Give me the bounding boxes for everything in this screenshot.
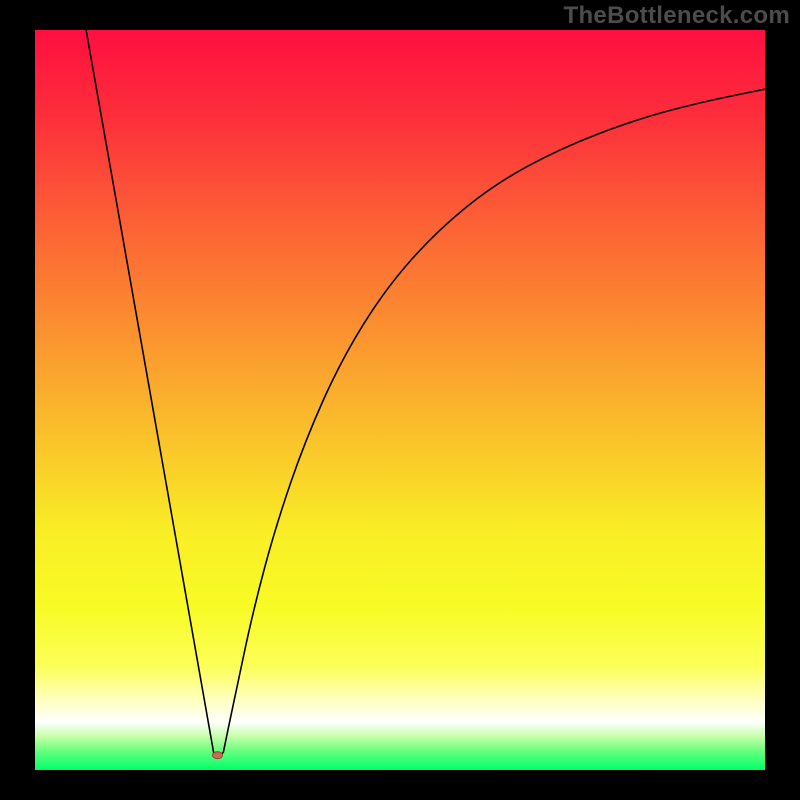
minimum-marker bbox=[213, 752, 223, 759]
frame-border-bottom bbox=[0, 770, 800, 800]
frame-border-left bbox=[0, 0, 35, 800]
gradient-background bbox=[35, 30, 765, 770]
frame-border-right bbox=[765, 0, 800, 800]
bottleneck-chart bbox=[35, 30, 765, 770]
plot-area bbox=[35, 30, 765, 770]
attribution-label: TheBottleneck.com bbox=[564, 2, 790, 30]
